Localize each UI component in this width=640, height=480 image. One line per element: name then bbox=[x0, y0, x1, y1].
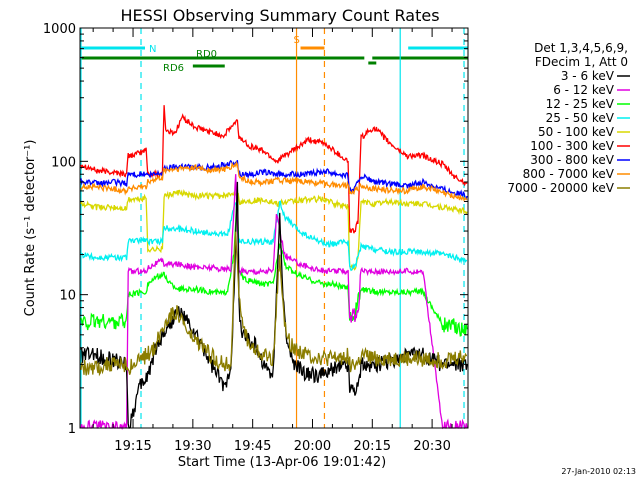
x-tick-label: 20:15 bbox=[354, 439, 391, 454]
y-tick-label: 10 bbox=[59, 289, 76, 304]
y-axis: 1 10 100 1000 bbox=[43, 22, 468, 437]
series-line bbox=[80, 200, 468, 272]
series-lines bbox=[80, 105, 468, 430]
flag-label-rd6: RD6 bbox=[163, 63, 184, 74]
legend-label: 7000 - 20000 keV bbox=[507, 181, 614, 195]
series-line bbox=[80, 159, 468, 200]
legend-label: 800 - 7000 keV bbox=[523, 167, 615, 181]
legend-label: 300 - 800 keV bbox=[530, 153, 614, 167]
x-axis: 19:15 19:30 19:45 20:00 20:15 20:30 bbox=[92, 28, 453, 454]
plot-frame bbox=[79, 27, 469, 429]
x-axis-label: Start Time (13-Apr-06 19:01:42) bbox=[178, 455, 386, 470]
series-line bbox=[80, 231, 467, 377]
legend-label: 25 - 50 keV bbox=[546, 111, 615, 125]
legend-label: 100 - 300 keV bbox=[530, 139, 614, 153]
series-line bbox=[80, 188, 468, 271]
x-tick-label: 20:00 bbox=[294, 439, 331, 454]
legend-header: FDecim 1, Att 0 bbox=[535, 55, 628, 69]
series-line bbox=[80, 189, 468, 337]
legend-label: 50 - 100 keV bbox=[538, 125, 615, 139]
x-tick-label: 19:15 bbox=[114, 439, 151, 454]
vertical-markers bbox=[80, 28, 465, 428]
legend-label: 6 - 12 keV bbox=[553, 83, 615, 97]
y-tick-label: 100 bbox=[51, 155, 76, 170]
y-axis-label: Count Rate (s⁻¹ detector⁻¹) bbox=[23, 140, 38, 317]
flag-label-n: N bbox=[149, 44, 156, 55]
series-line bbox=[80, 181, 468, 429]
x-tick-label: 19:30 bbox=[174, 439, 211, 454]
flag-label-rd0: RD0 bbox=[196, 49, 217, 60]
series-line bbox=[80, 160, 468, 202]
flag-bars: NSRD0RD6 bbox=[80, 35, 468, 74]
chart-title: HESSI Observing Summary Count Rates bbox=[120, 6, 439, 25]
series-line bbox=[80, 174, 468, 430]
x-tick-label: 20:30 bbox=[413, 439, 450, 454]
y-tick-label: 1000 bbox=[43, 22, 76, 37]
y-tick-label: 1 bbox=[68, 422, 76, 437]
legend-label: 12 - 25 keV bbox=[546, 97, 615, 111]
legend-label: 3 - 6 keV bbox=[561, 69, 615, 83]
legend: Det 1,3,4,5,6,9,FDecim 1, Att 03 - 6 keV… bbox=[507, 41, 630, 195]
x-tick-label: 19:45 bbox=[234, 439, 271, 454]
footer-timestamp: 27-Jan-2010 02:13 bbox=[561, 467, 636, 476]
series-line bbox=[80, 105, 468, 234]
legend-header: Det 1,3,4,5,6,9, bbox=[534, 41, 628, 55]
